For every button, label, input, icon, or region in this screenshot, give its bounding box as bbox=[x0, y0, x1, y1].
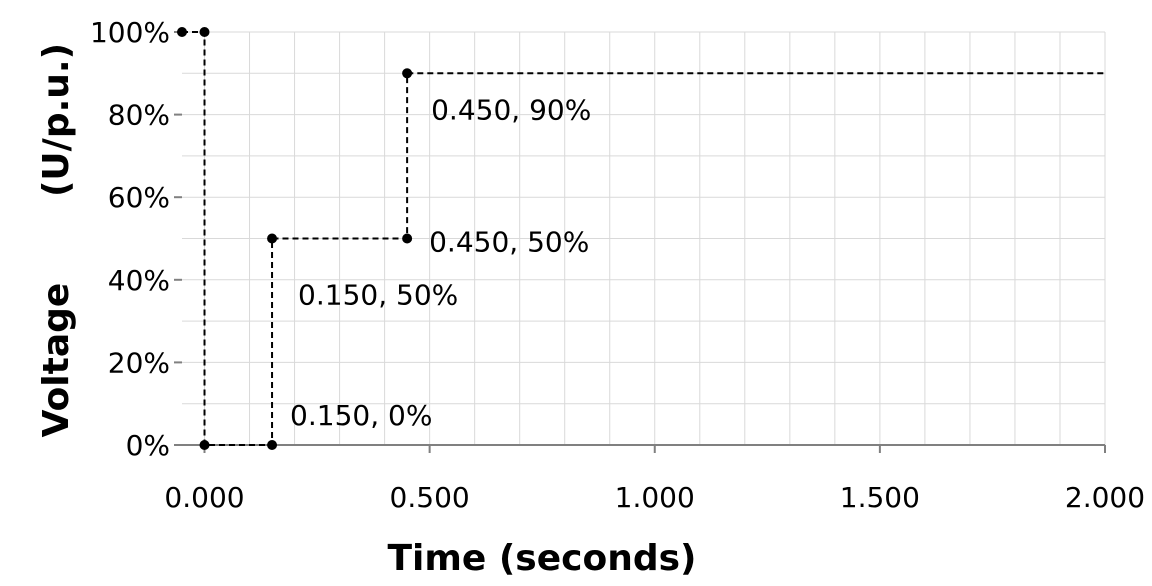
data-labels-group: 0.150, 0% 0.150, 50% 0.450, 50% 0.450, 90% bbox=[290, 93, 591, 432]
y-tick-label: 20% bbox=[108, 346, 170, 379]
data-point bbox=[402, 68, 413, 79]
data-label: 0.150, 50% bbox=[298, 279, 458, 312]
x-axis-title: Time (seconds) bbox=[387, 538, 696, 579]
data-label: 0.150, 0% bbox=[290, 399, 432, 432]
x-tick-label: 2.000 bbox=[1065, 481, 1145, 514]
y-tick-label: 0% bbox=[126, 429, 170, 462]
grid-lines bbox=[182, 31, 1106, 445]
data-label: 0.450, 90% bbox=[431, 93, 591, 126]
data-point bbox=[199, 27, 210, 37]
data-point bbox=[402, 233, 413, 244]
series-group bbox=[177, 27, 1105, 450]
data-point bbox=[199, 440, 210, 450]
y-axis-title-voltage: Voltage bbox=[36, 283, 77, 438]
x-tick-label: 1.500 bbox=[840, 481, 920, 514]
axes bbox=[174, 31, 1106, 453]
y-tick-label: 60% bbox=[108, 181, 170, 214]
data-point bbox=[267, 440, 278, 450]
x-tick-label: 1.000 bbox=[615, 481, 695, 514]
data-point bbox=[177, 27, 187, 37]
data-label: 0.450, 50% bbox=[429, 226, 589, 259]
y-tick-label: 100% bbox=[90, 16, 170, 49]
y-tick-label: 40% bbox=[108, 264, 170, 297]
tick-labels: 0% 20% 40% 60% 80% 100% 0.000 0.500 1.000 1.500 2.… bbox=[90, 16, 1145, 514]
data-point bbox=[267, 233, 278, 244]
y-axis-title-unit: (U/p.u.) bbox=[36, 43, 77, 197]
series-line bbox=[182, 31, 1105, 446]
x-tick-label: 0.500 bbox=[390, 481, 470, 514]
x-tick-label: 0.000 bbox=[164, 481, 244, 514]
y-tick-label: 80% bbox=[108, 99, 170, 132]
